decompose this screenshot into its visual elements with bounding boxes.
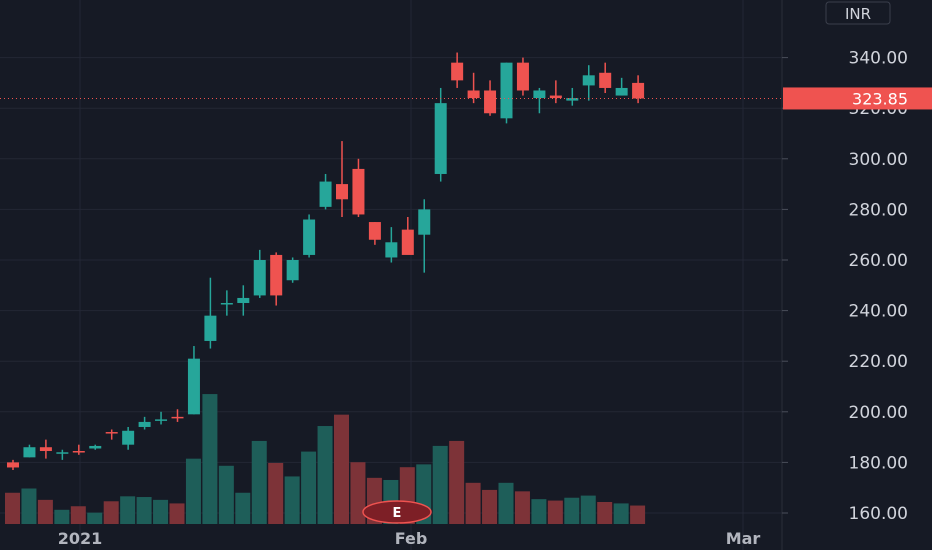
volume-bar [120,496,135,524]
volume-bar [482,490,497,524]
volume-bar [170,503,185,524]
price-tick-label: 180.00 [849,453,908,473]
volume-bar [87,513,102,524]
candle-body [418,209,430,234]
candle-body [106,432,118,434]
volume-bar [104,501,119,524]
candle-body [369,222,381,240]
candle-body [237,298,249,303]
candle-body [435,103,447,174]
candle-body [451,63,463,81]
volume-bar [235,493,250,524]
volume-bar [71,506,86,524]
candle-body [270,255,282,295]
candle-body [517,63,529,91]
candle-body [303,220,315,255]
candle-body [616,88,628,96]
volume-bar [186,459,201,524]
candle-body [73,451,85,453]
volume-bar [449,441,464,524]
price-tick-label: 220.00 [849,352,908,372]
candle-body [254,260,266,295]
volume-bar [38,500,53,524]
candle-body [204,316,216,341]
earnings-marker-text: E [393,506,402,521]
volume-bar [318,426,333,524]
time-tick-label: Feb [395,529,428,548]
current-price-text: 323.85 [852,89,908,108]
volume-bar [614,503,629,524]
candle-body [139,422,151,427]
candle-body [56,452,68,454]
earnings-marker[interactable]: E [363,501,431,523]
price-tick-label: 260.00 [849,251,908,271]
volume-bar [219,466,234,524]
candle-body [221,303,233,305]
volume-bar [301,452,316,524]
volume-bar [285,476,300,524]
candle-body [352,169,364,215]
candle-body [287,260,299,280]
time-tick-label: Mar [726,529,761,548]
candle-body [155,419,167,421]
volume-bar [252,441,267,524]
price-tick-label: 160.00 [849,504,908,524]
volume-bar [564,498,579,524]
candle-body [402,230,414,255]
candle-body [385,242,397,257]
volume-bar [433,446,448,524]
candle-body [533,90,545,98]
candle-body [89,446,101,449]
time-tick-label: 2021 [58,529,103,548]
candle-body [320,182,332,207]
candle-body [172,417,184,419]
currency-label-text: INR [845,5,871,23]
volume-bar [515,491,530,524]
volume-bar [466,483,481,524]
volume-bar [137,497,152,524]
price-tick-label: 340.00 [849,49,908,69]
candle-body [632,83,644,99]
candle-body [23,447,35,457]
volume-bar [153,500,168,524]
candle-body [599,73,611,88]
volume-bar [202,394,217,524]
volume-bar [531,499,546,524]
volume-bar [630,506,645,524]
price-tick-label: 240.00 [849,302,908,322]
candle-body [484,90,496,113]
candle-body [336,184,348,199]
volume-bar [268,463,283,524]
volume-bar [581,496,596,524]
candle-body [550,96,562,99]
candle-body [122,431,134,445]
candle-body [7,462,19,467]
volume-bar [548,501,563,524]
price-tick-label: 200.00 [849,403,908,423]
volume-bar [21,489,36,525]
current-price-label: 323.85 [783,87,932,109]
price-tick-label: 300.00 [849,150,908,170]
candle-body [188,359,200,415]
volume-bar [334,415,349,524]
candle-body [583,75,595,85]
volume-bar [499,483,514,524]
candle-body [40,447,52,451]
price-tick-label: 280.00 [849,200,908,220]
candle-body [501,63,513,119]
currency-label: INR [826,2,890,24]
volume-bar [54,510,69,524]
candle-body [468,90,480,98]
volume-bar [597,502,612,524]
volume-bar [5,493,20,524]
